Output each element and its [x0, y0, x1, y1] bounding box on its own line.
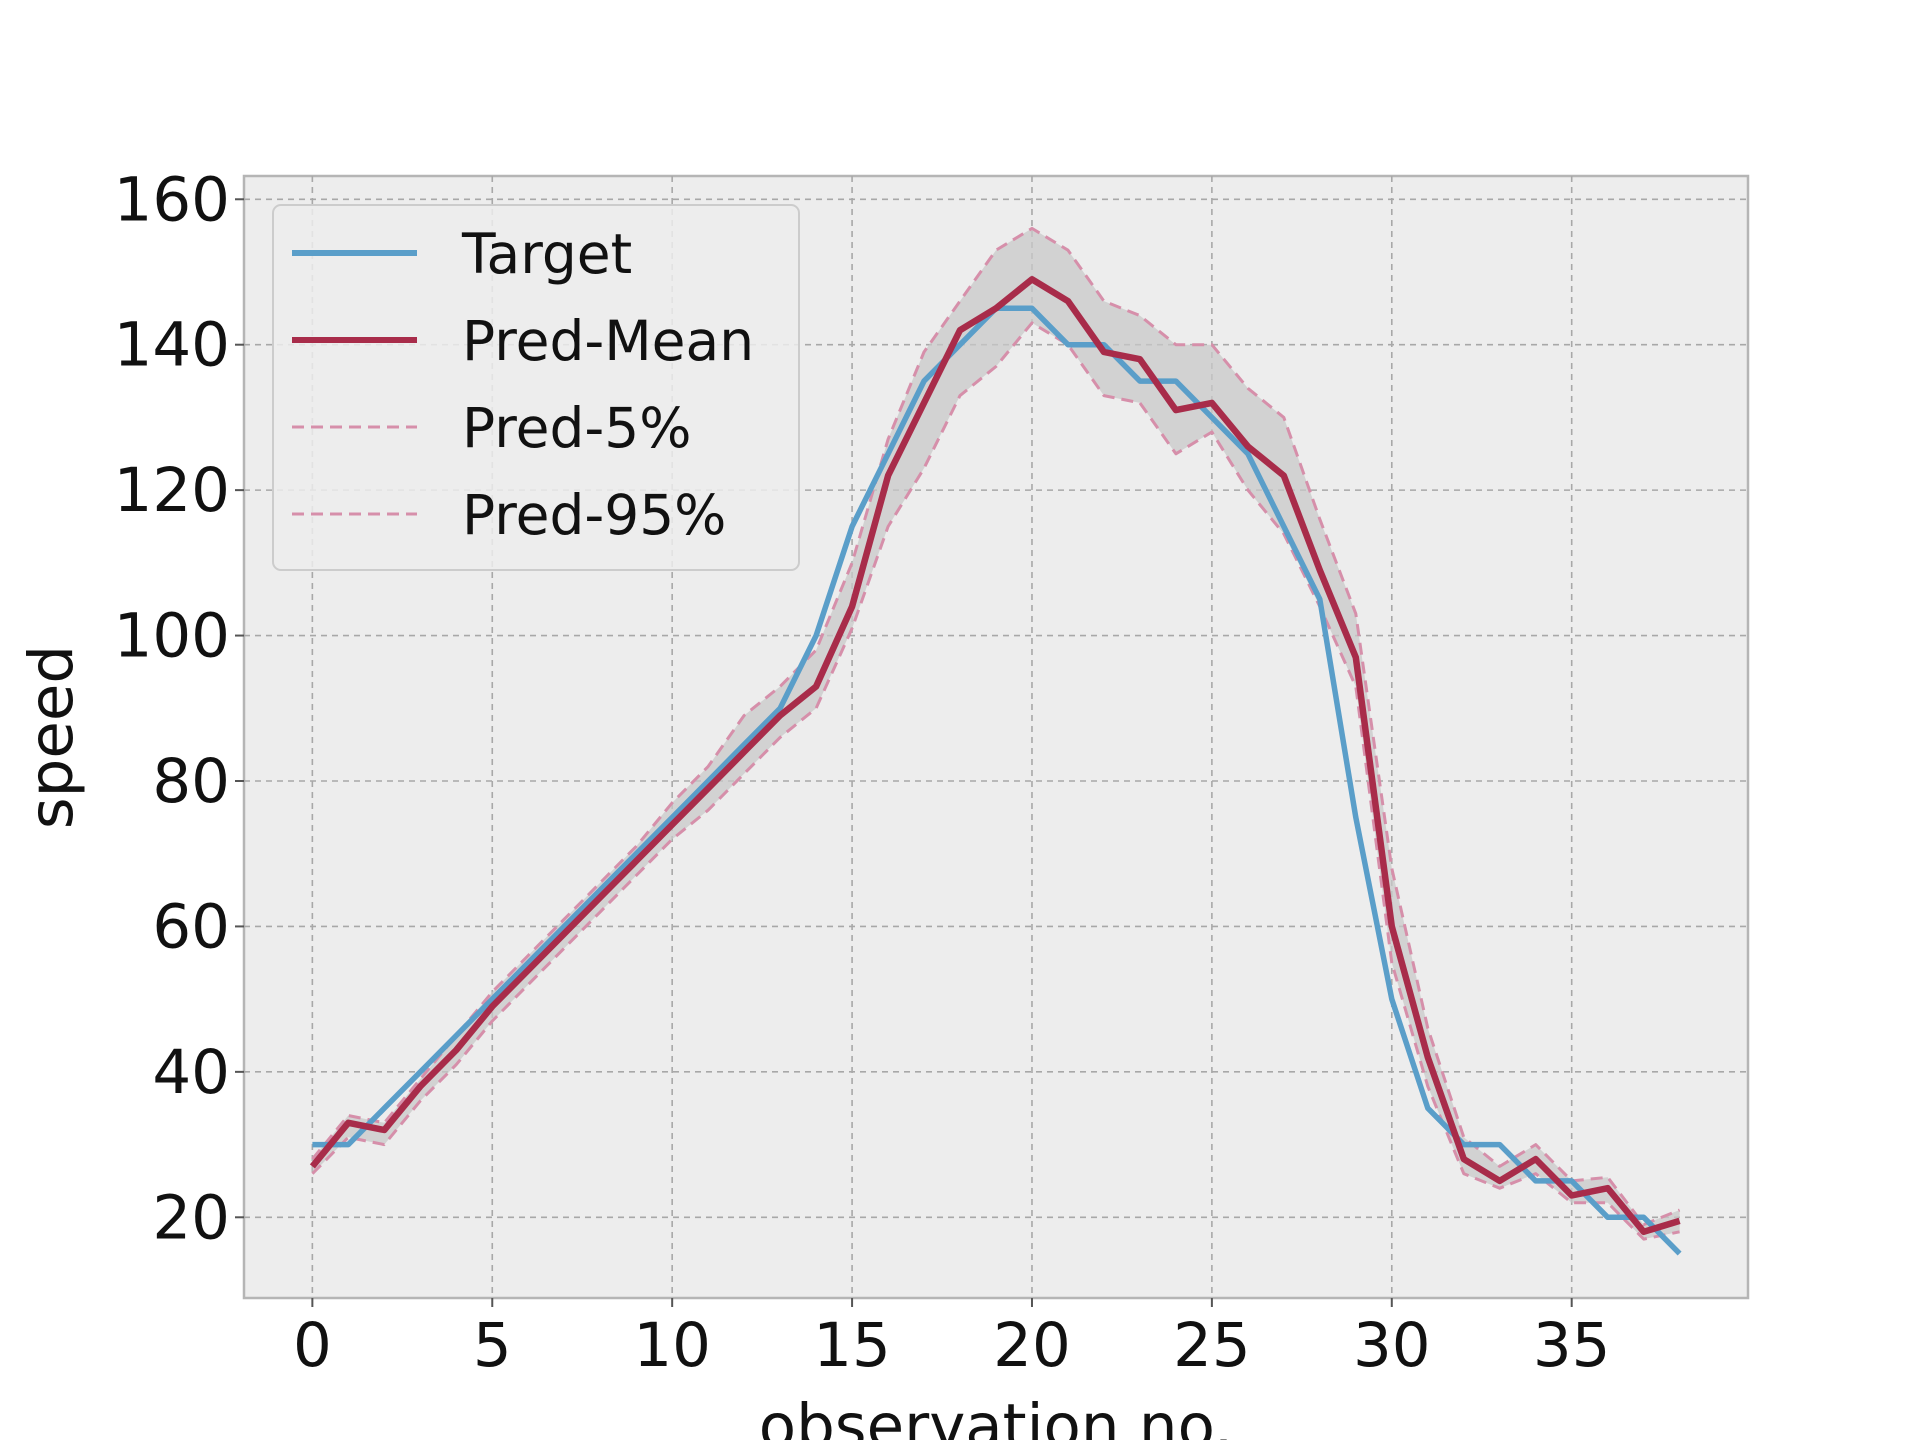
- y-tick-label: 100: [114, 601, 230, 672]
- y-axis-label: speed: [16, 645, 87, 829]
- x-axis-ticks: 0 5 10 15 20 25 30 35: [293, 1298, 1611, 1381]
- y-tick-label: 20: [152, 1182, 230, 1253]
- series-line-pred-5: [311, 321, 1680, 1241]
- x-tick-label: 25: [1173, 1310, 1251, 1381]
- legend-label: Target: [461, 222, 632, 286]
- y-tick-label: 80: [152, 746, 230, 817]
- legend-label: Pred-95%: [462, 483, 726, 547]
- series-line-pred-mean: [309, 276, 1681, 1236]
- legend: Target Pred-Mean Pred-5% Pred-95%: [272, 204, 800, 571]
- y-tick-label: 120: [114, 455, 230, 526]
- x-tick-label: 20: [993, 1310, 1071, 1381]
- x-tick-label: 0: [293, 1310, 332, 1381]
- y-axis-ticks: 20 40 60 80 100 120 140 160: [114, 164, 244, 1253]
- legend-label: Pred-Mean: [462, 309, 754, 373]
- series-lines: [309, 226, 1682, 1256]
- x-tick-label: 15: [813, 1310, 891, 1381]
- y-tick-label: 40: [152, 1037, 230, 1108]
- series-line-pred-95: [311, 226, 1681, 1227]
- grid: [244, 176, 1748, 1298]
- x-axis-label: observation no.: [759, 1391, 1233, 1440]
- x-tick-label: 10: [633, 1310, 711, 1381]
- y-tick-label: 60: [152, 891, 230, 962]
- x-tick-label: 5: [473, 1310, 512, 1381]
- y-tick-label: 160: [114, 164, 230, 235]
- legend-label: Pred-5%: [462, 396, 691, 460]
- legend-box: [272, 204, 800, 571]
- x-tick-label: 30: [1353, 1310, 1431, 1381]
- x-tick-label: 35: [1533, 1310, 1611, 1381]
- y-tick-label: 140: [114, 310, 230, 381]
